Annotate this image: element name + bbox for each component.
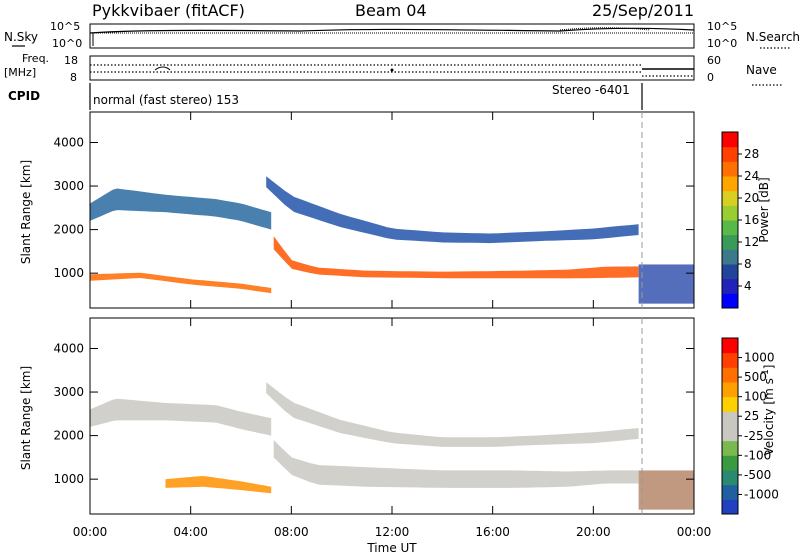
x-tick-label: 12:00 [375, 525, 410, 539]
power-colorbar-segment [722, 278, 738, 294]
power-band-main-echo [273, 236, 639, 279]
power-band-early-band [90, 188, 272, 230]
freq-label-line1: Freq. [22, 52, 49, 65]
x-tick-label: 00:00 [677, 525, 712, 539]
velocity-colorbar-segment [722, 411, 738, 427]
velocity-y-tick-label: 3000 [53, 385, 84, 399]
power-colorbar-segment [722, 176, 738, 192]
velocity-panel: 1000 2000 3000 4000 Slant Range [km] 1000 50… [19, 317, 779, 515]
cpid-mode-stereo: Stereo -6401 [552, 83, 630, 97]
velocity-colorbar-tick-label: -100 [744, 448, 771, 462]
velocity-band-upper-grey [266, 382, 639, 447]
velocity-y-tick-label: 4000 [53, 341, 84, 355]
power-colorbar-segment [722, 234, 738, 250]
power-band-early-low [90, 272, 272, 294]
power-colorbar-segment [722, 205, 738, 221]
velocity-colorbar-segment [722, 367, 738, 383]
velocity-colorbar-segment [722, 352, 738, 368]
power-colorbar-tick-label: 24 [744, 169, 759, 183]
power-colorbar-segment [722, 264, 738, 280]
power-colorbar-segment [722, 161, 738, 177]
velocity-colorbar-tick-label: 1000 [744, 351, 775, 365]
power-panel: 1000 2000 3000 4000 Slant Range [km] 4 8 12 16… [19, 111, 771, 309]
freq-tick-top: 18 [64, 54, 78, 67]
date-label: 25/Sep/2011 [592, 1, 694, 20]
freq-label-line2: [MHz] [4, 66, 36, 79]
radar-title: Pykkvibaer (fitACF) [92, 1, 245, 20]
x-tick-label: 00:00 [73, 525, 108, 539]
power-colorbar-tick-label: 16 [744, 213, 759, 227]
x-tick-label: 20:00 [576, 525, 611, 539]
cpid-mode-normal: normal (fast stereo) 153 [93, 93, 239, 107]
power-colorbar-segment [722, 190, 738, 206]
power-colorbar-tick-label: 28 [744, 147, 759, 161]
power-band-upper-band [266, 176, 639, 244]
power-y-tick-label: 1000 [53, 266, 84, 280]
velocity-colorbar-segment [722, 396, 738, 412]
x-axis-label: Time UT [366, 541, 417, 554]
freq-panel: Freq. [MHz] 18 8 60 0 Nave [4, 52, 782, 86]
power-colorbar-segment [722, 249, 738, 265]
velocity-colorbar-segment [722, 499, 738, 515]
power-y-tick-label: 4000 [53, 135, 84, 149]
velocity-colorbar-tick-label: 500 [744, 370, 767, 384]
velocity-colorbar-segment [722, 470, 738, 486]
cpid-label: CPID [8, 89, 40, 103]
power-colorbar-tick-label: 12 [744, 235, 759, 249]
velocity-band-early-grey [90, 398, 272, 436]
power-y-axis-label: Slant Range [km] [19, 160, 33, 264]
nsearch-tick-bottom: 10^0 [707, 37, 737, 50]
nave-label: Nave [746, 63, 777, 77]
velocity-band-ground-scatter [273, 440, 639, 488]
nsky-tick-bottom: 10^0 [52, 37, 82, 50]
velocity-colorbar-label: Velocity [m s-1] [761, 365, 776, 456]
freq-tick-bottom: 8 [70, 71, 77, 84]
power-colorbar-segment [722, 220, 738, 236]
velocity-colorbar-segment [722, 426, 738, 442]
velocity-colorbar-tick-label: -25 [744, 429, 764, 443]
velocity-y-tick-label: 2000 [53, 429, 84, 443]
nsearch-label: N.Search [746, 30, 800, 44]
velocity-stereo-block [638, 470, 694, 510]
velocity-colorbar-frame [721, 337, 739, 515]
power-colorbar-segment [722, 293, 738, 309]
velocity-colorbar-tick-label: 100 [744, 390, 767, 404]
power-colorbar-segment [722, 146, 738, 162]
power-colorbar-label: Power [dB] [757, 177, 771, 242]
velocity-colorbar-tick-label: 25 [744, 409, 759, 423]
velocity-y-tick-label: 1000 [53, 472, 84, 486]
velocity-colorbar-segment [722, 455, 738, 471]
power-y-tick-label: 3000 [53, 179, 84, 193]
velocity-colorbar-segment [722, 484, 738, 500]
power-colorbar-segment [722, 132, 738, 148]
velocity-colorbar-segment [722, 338, 738, 354]
beam-label: Beam 04 [355, 1, 427, 20]
velocity-band-orange-flow [165, 476, 272, 494]
nsky-panel: N.Sky 10^5 10^0 10^5 10^0 N.Search [4, 20, 800, 50]
power-y-tick-label: 2000 [53, 223, 84, 237]
x-tick-label: 08:00 [274, 525, 309, 539]
velocity-colorbar-tick-label: -500 [744, 468, 771, 482]
nsky-label: N.Sky [4, 30, 38, 44]
nsky-tick-top: 10^5 [50, 20, 80, 33]
velocity-y-axis-label: Slant Range [km] [19, 366, 33, 470]
x-tick-label: 04:00 [173, 525, 208, 539]
velocity-colorbar-tick-label: -1000 [744, 487, 779, 501]
velocity-colorbar-segment [722, 440, 738, 456]
nave-tick-top: 60 [707, 54, 721, 67]
velocity-colorbar-segment [722, 382, 738, 398]
power-stereo-block [638, 264, 694, 304]
power-colorbar-tick-label: 4 [744, 279, 752, 293]
x-tick-label: 16:00 [475, 525, 510, 539]
power-colorbar-tick-label: 20 [744, 191, 759, 205]
cpid-panel: CPID normal (fast stereo) 153 Stereo -64… [8, 83, 643, 110]
power-colorbar-tick-label: 8 [744, 257, 752, 271]
nave-tick-bottom: 0 [707, 71, 714, 84]
nsearch-tick-top: 10^5 [707, 20, 737, 33]
